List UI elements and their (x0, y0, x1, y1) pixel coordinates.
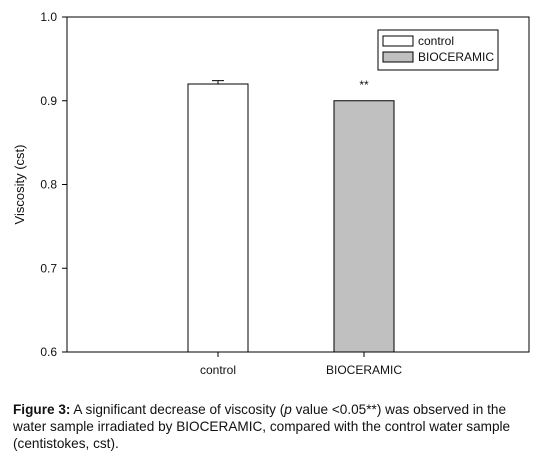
caption-text-start: A significant decrease of viscosity ( (70, 402, 285, 417)
y-tick-label: 0.9 (40, 94, 57, 108)
y-axis-label: Viscosity (cst) (12, 145, 27, 225)
legend-label-bioceramic: BIOCERAMIC (418, 50, 494, 64)
legend-swatch-bioceramic (382, 51, 414, 63)
y-tick-label: 0.8 (40, 178, 57, 192)
caption-label: Figure 3: (13, 402, 71, 417)
bar-control (187, 83, 249, 353)
figure-caption: Figure 3: A significant decrease of visc… (13, 401, 535, 452)
legend-label-control: control (418, 34, 454, 48)
significance-annotation: ** (359, 78, 369, 92)
plot-area: 0.6 0.7 0.8 0.9 1.0 control BIOCERAMIC ** contro… (40, 10, 530, 377)
y-tick-label: 0.6 (40, 345, 57, 359)
legend-swatch-control (382, 35, 414, 47)
legend-box (377, 29, 499, 71)
x-tick-label: control (200, 363, 236, 377)
x-tick-label: BIOCERAMIC (326, 363, 402, 377)
caption-text-end: value <0.05**) was observed in the water… (13, 402, 511, 451)
bar-bioceramic (333, 100, 395, 353)
caption-p-symbol: p (284, 402, 292, 417)
y-tick-label: 1.0 (40, 10, 57, 24)
viscosity-bar-chart: 0.6 0.7 0.8 0.9 1.0 control BIOCERAMIC ** contro… (12, 10, 530, 377)
y-tick-label: 0.7 (40, 261, 57, 275)
